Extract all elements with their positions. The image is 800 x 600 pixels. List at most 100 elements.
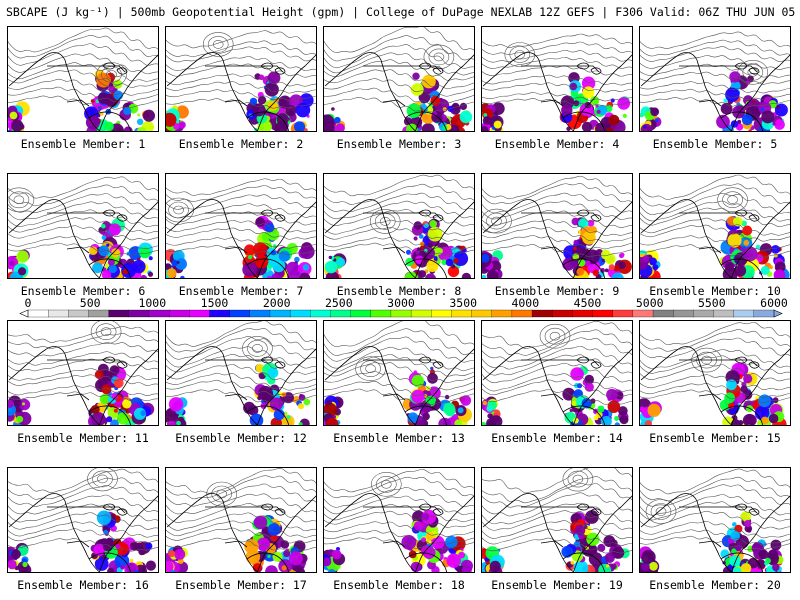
ensemble-map: [481, 173, 633, 279]
colorbar-tick-label: 4500: [574, 296, 602, 310]
map-panel-20[interactable]: [639, 467, 791, 573]
colorbar-swatch: [572, 309, 594, 318]
panel-label-14: Ensemble Member: 14: [491, 431, 623, 445]
ensemble-map: [165, 26, 317, 132]
colorbar-swatch: [350, 309, 372, 318]
ensemble-map: [639, 26, 791, 132]
ensemble-map: [323, 173, 475, 279]
colorbar-tick-label: 0: [25, 296, 32, 310]
map-panel-3[interactable]: [323, 26, 475, 132]
map-panel-1[interactable]: [7, 26, 159, 132]
colorbar-swatch: [431, 309, 452, 318]
cape-shading: [639, 362, 787, 426]
colorbar-swatch: [108, 309, 130, 318]
colorbar-swatch: [592, 309, 614, 318]
colorbar-tick-label: 4000: [511, 296, 539, 310]
map-panel-15[interactable]: [639, 320, 791, 426]
panel-label-19: Ensemble Member: 19: [491, 578, 623, 592]
height-contours: [165, 320, 317, 404]
map-panel-9[interactable]: [481, 173, 633, 279]
colorbar-swatch: [451, 309, 473, 318]
cape-shading: [639, 216, 790, 279]
colorbar-swatch: [249, 309, 271, 318]
colorbar-swatch: [511, 309, 533, 318]
colorbar-swatch: [128, 309, 150, 318]
colorbar-tick-label: 1500: [201, 296, 229, 310]
map-panel-17[interactable]: [165, 467, 317, 573]
colorbar-swatch: [289, 309, 311, 318]
cape-shading: [7, 510, 156, 573]
coastlines: [8, 493, 159, 573]
colorbar-swatch: [370, 309, 392, 318]
colorbar-swatch: [673, 309, 694, 318]
colorbar-swatch: [209, 309, 231, 318]
coastlines: [166, 199, 317, 279]
colorbar-swatch: [68, 309, 90, 318]
ensemble-map: [481, 320, 633, 426]
cape-shading: [323, 218, 471, 279]
map-panel-14[interactable]: [481, 320, 633, 426]
ensemble-map: [7, 173, 159, 279]
coastlines: [8, 52, 159, 132]
height-contours: [7, 467, 159, 552]
coastlines: [324, 493, 475, 573]
height-contours: [323, 320, 475, 405]
map-panel-10[interactable]: [639, 173, 791, 279]
map-panel-4[interactable]: [481, 26, 633, 132]
ensemble-map: [165, 173, 317, 279]
coastlines: [482, 52, 633, 132]
colorbar-swatch: [390, 309, 412, 318]
coastlines: [482, 346, 633, 426]
colorbar-tick-label: 6000: [760, 296, 788, 310]
colorbar-tick-label: 3000: [387, 296, 415, 310]
map-panel-6[interactable]: [7, 173, 159, 279]
ensemble-map: [7, 320, 159, 426]
colorbar-swatch: [410, 309, 432, 318]
colorbar-tick-label: 2000: [263, 296, 291, 310]
map-panel-11[interactable]: [7, 320, 159, 426]
height-contours: [165, 178, 317, 256]
colorbar-swatch: [48, 309, 69, 318]
colorbar-swatch: [88, 309, 110, 318]
map-panel-12[interactable]: [165, 320, 317, 426]
panel-label-6: Ensemble Member: 6: [20, 284, 146, 298]
map-panel-13[interactable]: [323, 320, 475, 426]
cape-colorbar: 0 500 1000 1500 2000 2500 3000 3500 4000 4500 5000…: [0, 296, 800, 320]
height-contours: [323, 174, 475, 256]
panel-label-15: Ensemble Member: 15: [649, 431, 781, 445]
ensemble-map: [165, 320, 317, 426]
map-panel-5[interactable]: [639, 26, 791, 132]
panel-label-12: Ensemble Member: 12: [175, 431, 307, 445]
colorbar-swatch: [652, 309, 674, 318]
map-panel-16[interactable]: [7, 467, 159, 573]
colorbar-tick-label: 1000: [138, 296, 166, 310]
panel-label-10: Ensemble Member: 10: [649, 284, 781, 298]
cape-shading: [639, 511, 784, 573]
panel-label-9: Ensemble Member: 9: [494, 284, 620, 298]
panel-label-20: Ensemble Member: 20: [649, 578, 781, 592]
map-panel-2[interactable]: [165, 26, 317, 132]
coastlines: [640, 199, 791, 279]
coastlines: [166, 346, 317, 426]
panel-label-5: Ensemble Member: 5: [652, 137, 778, 151]
height-contours: [481, 33, 633, 107]
map-panel-18[interactable]: [323, 467, 475, 573]
height-contours: [481, 175, 633, 258]
map-panel-7[interactable]: [165, 173, 317, 279]
coastlines: [166, 52, 317, 132]
colorbar-swatch: [491, 309, 513, 318]
coastlines: [482, 199, 633, 279]
ensemble-map: [639, 173, 791, 279]
ensemble-map: [481, 26, 633, 132]
colorbar-swatch: [269, 309, 291, 318]
map-panel-19[interactable]: [481, 467, 633, 573]
colorbar-tick-label: 5000: [636, 296, 664, 310]
ensemble-map: [7, 467, 159, 573]
map-panel-8[interactable]: [323, 173, 475, 279]
ensemble-map: [165, 467, 317, 573]
panel-label-11: Ensemble Member: 11: [17, 431, 149, 445]
panel-label-18: Ensemble Member: 18: [333, 578, 465, 592]
colorbar-swatch: [531, 309, 553, 318]
colorbar-swatch: [552, 309, 573, 318]
coastlines: [324, 199, 475, 279]
